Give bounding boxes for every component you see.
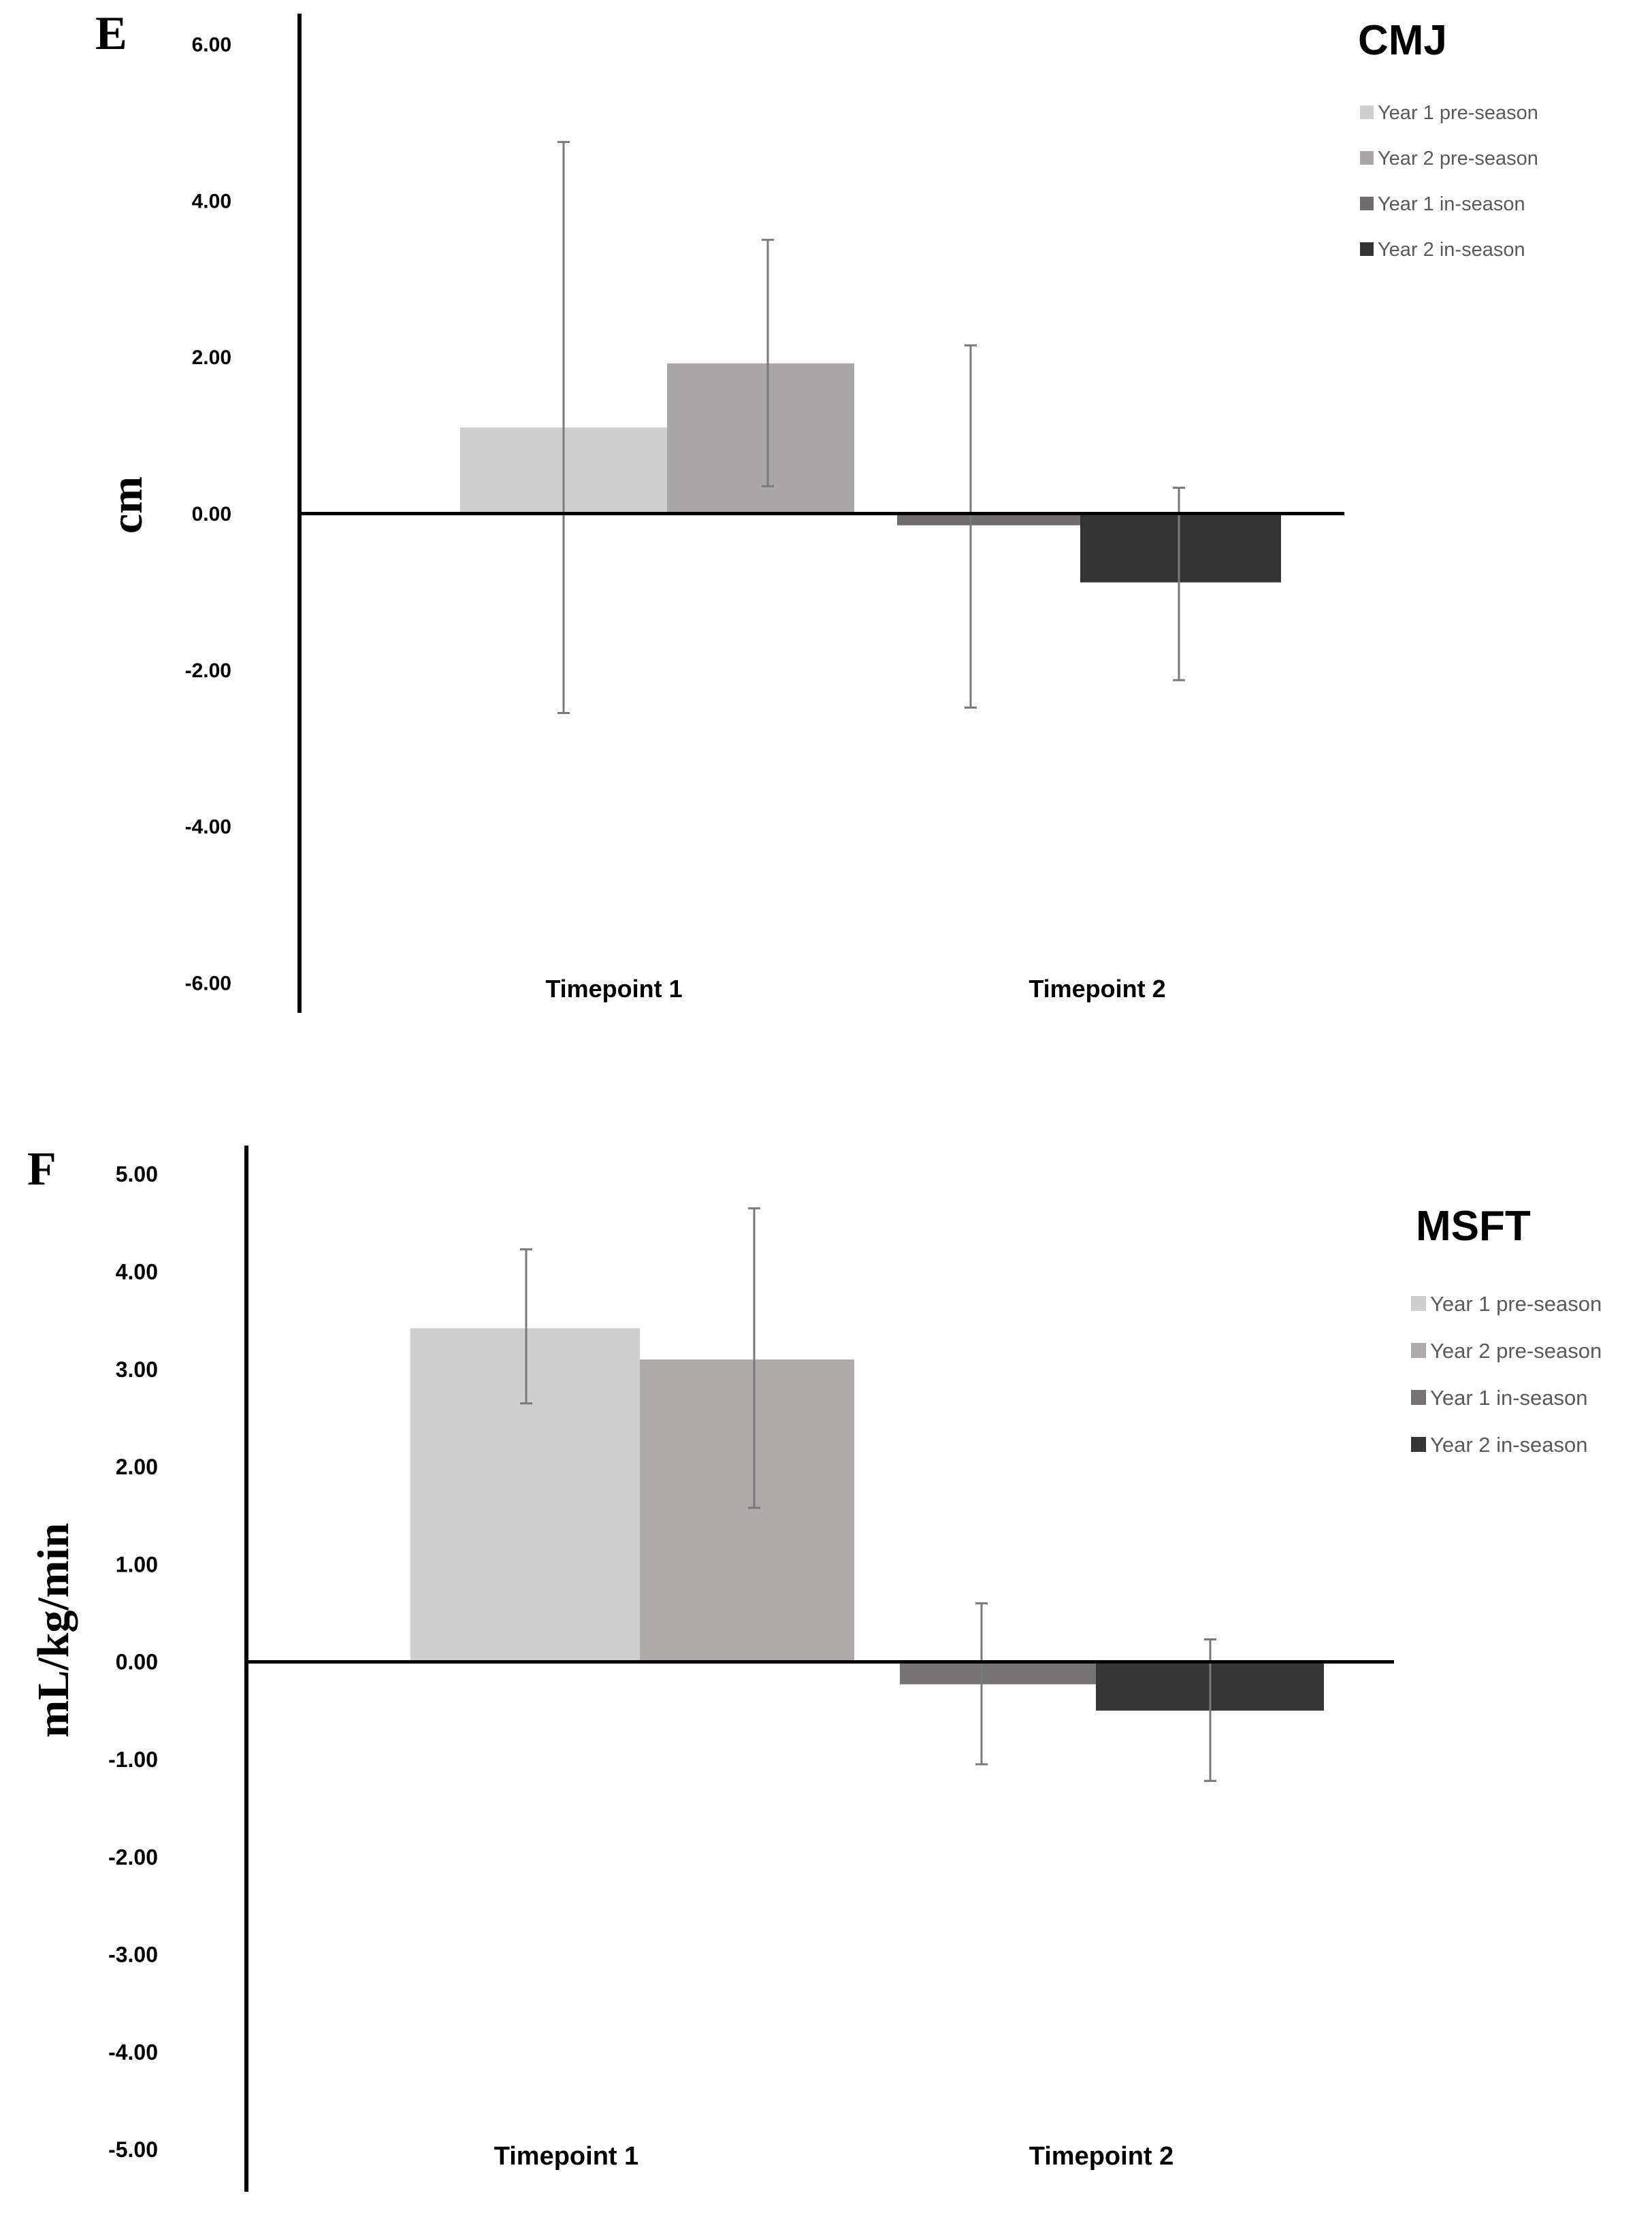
legend-label: Year 2 pre-season: [1430, 1339, 1602, 1363]
error-bar: [1173, 487, 1185, 681]
legend-swatch: [1360, 151, 1374, 165]
bars: [460, 363, 1281, 583]
error-bar: [520, 1248, 532, 1405]
error-bars: [557, 141, 1185, 715]
y-tick-label: 0.00: [116, 1650, 158, 1674]
bar: [1080, 513, 1281, 583]
legend-swatch: [1411, 1437, 1426, 1452]
category-label: Timepoint 1: [545, 975, 682, 1003]
y-axis-label: mL/kg/min: [29, 1523, 78, 1737]
legend: Year 1 pre-season Year 2 pre-season Year 1…: [1360, 102, 1538, 261]
y-tick-label: 6.00: [192, 34, 231, 56]
legend-label: Year 1 pre-season: [1378, 102, 1538, 124]
legend-label: Year 1 pre-season: [1430, 1292, 1602, 1316]
y-tick-label: -4.00: [185, 816, 231, 839]
chart-panel-f: F mL/kg/min MSFT 5.00 4.00 3.00 2.00 1.00 0.0…: [27, 1143, 1602, 2192]
y-ticks: 5.00 4.00 3.00 2.00 1.00 0.00 -1.00 -2.00 -3.00 -…: [108, 1162, 158, 2162]
bar: [900, 1662, 1096, 1685]
legend-label: Year 2 pre-season: [1378, 148, 1538, 169]
y-tick-label: 3.00: [116, 1357, 158, 1382]
y-tick-label: 1.00: [116, 1552, 158, 1576]
legend-swatch: [1411, 1343, 1426, 1358]
error-bar: [975, 1602, 988, 1766]
legend-label: Year 1 in-season: [1430, 1386, 1588, 1410]
bar: [667, 363, 854, 514]
panel-letter-f: F: [27, 1143, 56, 1195]
y-axis-label: cm: [102, 476, 152, 534]
axes: [297, 14, 1344, 1013]
category-labels: Timepoint 1 Timepoint 2: [545, 975, 1165, 1003]
legend-label: Year 2 in-season: [1430, 1433, 1588, 1457]
category-labels: Timepoint 1 Timepoint 2: [494, 2142, 1174, 2171]
bars: [410, 1328, 1324, 1711]
bar: [897, 513, 1080, 525]
error-bar: [762, 238, 774, 487]
y-ticks: 6.00 4.00 2.00 0.00 -2.00 -4.00 -6.00: [185, 34, 231, 995]
chart-title: CMJ: [1358, 17, 1447, 64]
bar: [640, 1359, 854, 1662]
error-bar: [965, 344, 977, 709]
axes: [244, 1146, 1394, 2192]
legend-item: Year 2 pre-season: [1360, 148, 1538, 169]
y-tick-label: 4.00: [192, 190, 231, 212]
y-tick-label: 5.00: [116, 1162, 158, 1186]
legend-item: Year 1 pre-season: [1411, 1292, 1602, 1316]
y-tick-label: -2.00: [185, 660, 231, 682]
category-label: Timepoint 2: [1029, 975, 1165, 1003]
legend-swatch: [1411, 1296, 1426, 1311]
legend-item: Year 2 in-season: [1411, 1433, 1588, 1457]
legend-swatch: [1411, 1390, 1426, 1405]
legend-item: Year 1 pre-season: [1360, 102, 1538, 124]
legend-item: Year 1 in-season: [1360, 193, 1525, 215]
y-tick-label: 2.00: [116, 1455, 158, 1479]
y-tick-label: 4.00: [116, 1260, 158, 1284]
legend-swatch: [1360, 106, 1374, 119]
y-tick-label: -1.00: [108, 1747, 158, 1772]
category-label: Timepoint 2: [1029, 2142, 1174, 2171]
legend-item: Year 2 in-season: [1360, 239, 1525, 261]
y-tick-label: 2.00: [192, 346, 231, 369]
legend: Year 1 pre-season Year 2 pre-season Year 1…: [1411, 1292, 1602, 1457]
y-tick-label: -3.00: [108, 1943, 158, 1967]
legend-label: Year 1 in-season: [1378, 193, 1525, 215]
error-bar: [557, 141, 570, 715]
chart-panel-e: E cm CMJ 6.00 4.00 2.00 0.00 -2.00 -4.00 -6.00…: [95, 7, 1538, 1013]
legend-swatch: [1360, 242, 1374, 256]
panel-letter-e: E: [95, 7, 127, 60]
legend-item: Year 2 pre-season: [1411, 1339, 1602, 1363]
category-label: Timepoint 1: [494, 2142, 639, 2171]
y-tick-label: -2.00: [108, 1845, 158, 1869]
y-tick-label: -6.00: [185, 973, 231, 995]
legend-label: Year 2 in-season: [1378, 239, 1525, 261]
y-tick-label: -5.00: [108, 2137, 158, 2162]
legend-item: Year 1 in-season: [1411, 1386, 1588, 1410]
y-tick-label: 0.00: [192, 503, 231, 525]
legend-swatch: [1360, 197, 1374, 210]
y-tick-label: -4.00: [108, 2040, 158, 2064]
error-bar: [748, 1207, 760, 1509]
chart-title: MSFT: [1416, 1203, 1531, 1250]
